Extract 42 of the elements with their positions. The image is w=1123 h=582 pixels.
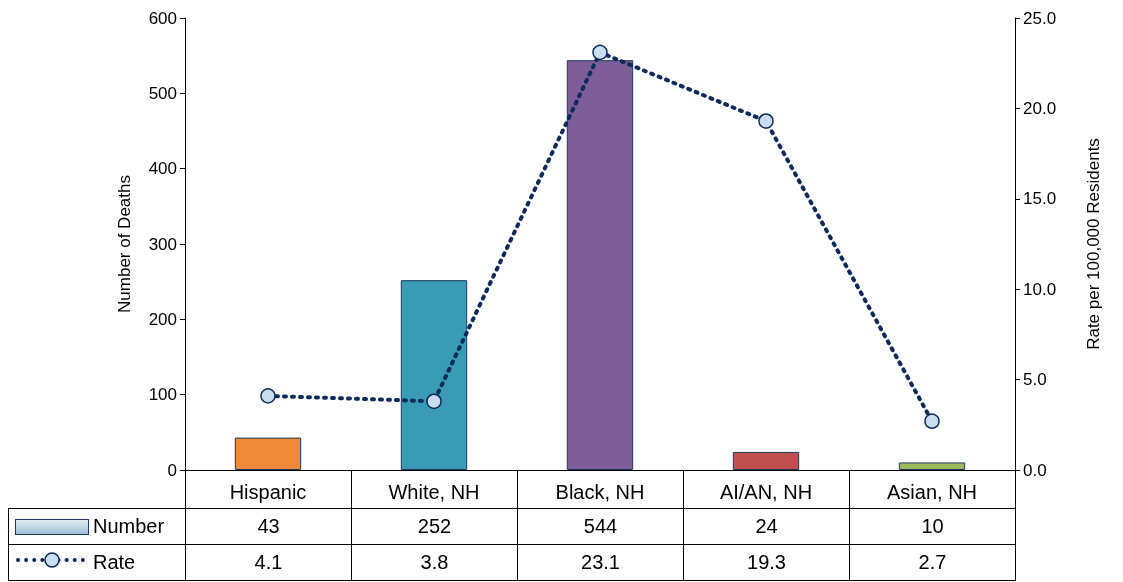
y-tick-label: 0	[167, 460, 177, 480]
data-label: 3.8	[351, 544, 518, 580]
data-label: 252	[351, 508, 518, 544]
data-label: 4.1	[185, 544, 352, 580]
data-label: 24	[683, 508, 850, 544]
y2-tick-label: 10.0	[1023, 279, 1057, 299]
x-tick-label: Black, NH	[555, 481, 645, 503]
y-tick-label: 100	[148, 385, 177, 405]
legend-label: Number	[93, 515, 165, 538]
y2-axis-title: Rate per 100,000 Residents	[1084, 138, 1103, 350]
bar	[732, 451, 800, 470]
point	[426, 393, 442, 410]
bar	[400, 280, 468, 470]
bar	[566, 60, 634, 470]
y2-tick-label: 5.0	[1023, 370, 1047, 390]
point	[758, 113, 774, 129]
point	[924, 413, 940, 429]
y2-tick-label: 20.0	[1023, 98, 1057, 118]
y-tick-label: 600	[148, 8, 177, 28]
data-label: 43	[185, 508, 352, 544]
point	[592, 44, 608, 61]
y2-tick-label: 25.0	[1023, 8, 1057, 28]
data-label: 10	[849, 508, 1016, 544]
y2-tick-label: 0.0	[1023, 460, 1047, 480]
legend-label: Rate	[93, 551, 136, 574]
x-tick-label: White, NH	[388, 481, 480, 503]
data-label: 544	[517, 508, 684, 544]
data-label: 23.1	[517, 544, 684, 580]
data-label: 19.3	[683, 544, 850, 580]
x-tick-label: AI/AN, NH	[719, 481, 813, 503]
x-tick-label: Hispanic	[229, 481, 307, 503]
y-tick-label: 200	[148, 309, 177, 329]
y-tick-label: 500	[148, 83, 177, 103]
y2-tick-label: 15.0	[1023, 189, 1057, 209]
data-label: 2.7	[849, 544, 1016, 580]
x-tick-label: Asian, NH	[886, 481, 978, 503]
point	[260, 388, 276, 404]
bar	[234, 437, 302, 470]
y-tick-label: 400	[148, 159, 177, 179]
y-axis-title: Number of Deaths	[115, 175, 134, 313]
bar	[898, 462, 966, 470]
y-tick-label: 300	[148, 234, 177, 254]
